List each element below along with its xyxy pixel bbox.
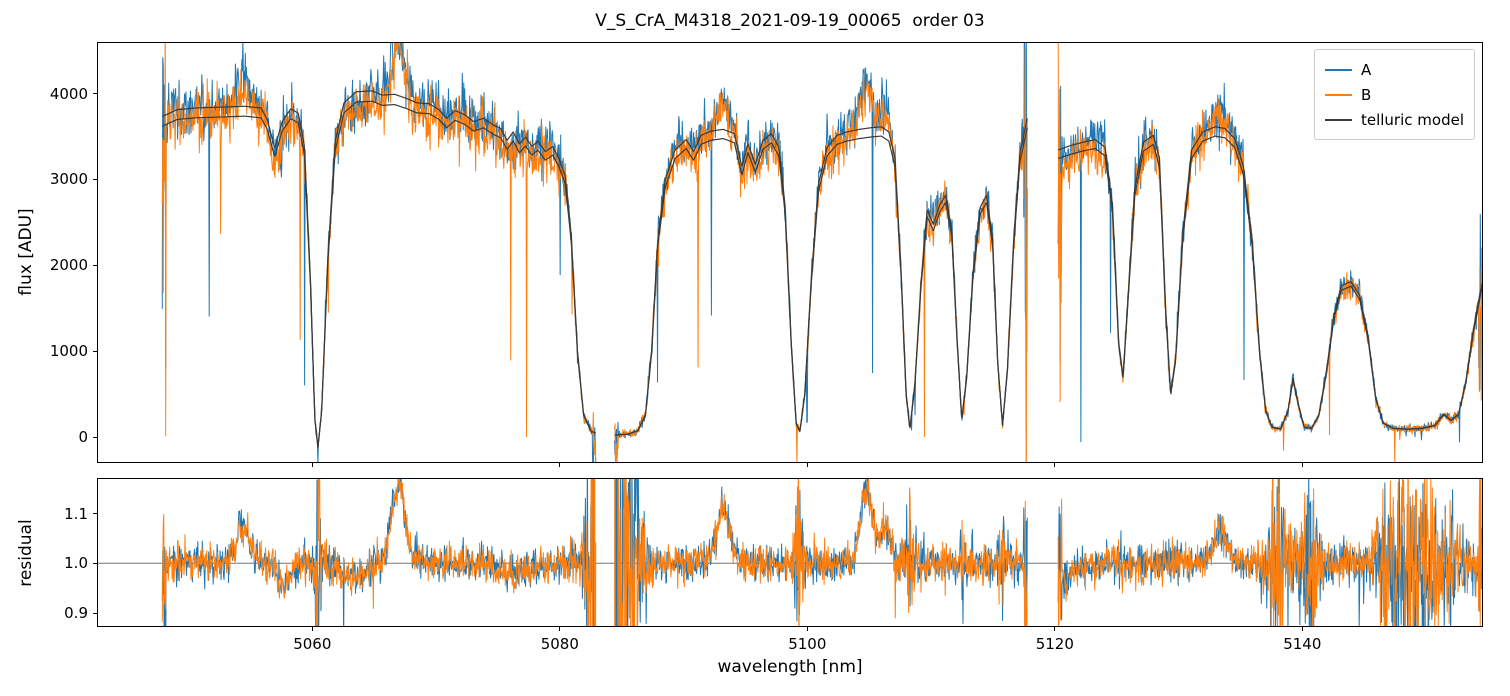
legend-item-label: A xyxy=(1360,60,1372,79)
y-tick-mark xyxy=(93,562,97,564)
residual-plot-canvas xyxy=(98,479,1482,626)
x-tick-label: 5140 xyxy=(1283,635,1322,653)
y-tick-label: 0 xyxy=(78,428,88,447)
y-tick-label: 1.0 xyxy=(64,554,88,573)
y-tick-mark xyxy=(93,178,97,180)
y-tick-mark xyxy=(93,350,97,352)
y-tick-mark xyxy=(93,264,97,266)
legend-line-swatch xyxy=(1324,118,1352,121)
x-tick-mark xyxy=(559,463,561,467)
y-tick-label: 0.9 xyxy=(64,604,88,623)
y-tick-mark xyxy=(93,436,97,438)
x-tick-mark xyxy=(311,463,313,467)
y-tick-label: 1.1 xyxy=(64,504,88,523)
x-tick-label: 5080 xyxy=(540,635,579,653)
y-tick-label: 4000 xyxy=(49,84,88,103)
legend-line-swatch xyxy=(1324,68,1352,71)
legend-item-label: telluric model xyxy=(1360,110,1464,129)
residual-axes xyxy=(97,478,1483,627)
residual-axis-label: residual xyxy=(16,519,36,587)
y-tick-label: 2000 xyxy=(49,256,88,275)
x-tick-mark xyxy=(806,627,808,631)
y-tick-mark xyxy=(93,93,97,95)
chart-title: V_S_CrA_M4318_2021-09-19_00065 order 03 xyxy=(595,11,985,31)
y-tick-label: 1000 xyxy=(49,342,88,361)
x-axis-label: wavelength [nm] xyxy=(717,657,863,677)
y-tick-label: 3000 xyxy=(49,170,88,189)
x-tick-mark xyxy=(806,463,808,467)
legend-item: telluric model xyxy=(1324,107,1464,132)
flux-plot-canvas xyxy=(98,43,1482,462)
x-tick-label: 5100 xyxy=(788,635,827,653)
x-tick-label: 5060 xyxy=(293,635,332,653)
y-tick-mark xyxy=(93,513,97,515)
legend-item: B xyxy=(1324,82,1464,107)
flux-axis-label: flux [ADU] xyxy=(16,208,36,296)
x-tick-mark xyxy=(1054,463,1056,467)
x-tick-mark xyxy=(1301,627,1303,631)
x-tick-mark xyxy=(559,627,561,631)
legend-item-label: B xyxy=(1360,85,1372,104)
x-tick-mark xyxy=(1054,627,1056,631)
legend-item: A xyxy=(1324,57,1464,82)
x-tick-label: 5120 xyxy=(1035,635,1074,653)
legend-line-swatch xyxy=(1324,93,1352,96)
x-tick-mark xyxy=(311,627,313,631)
y-tick-mark xyxy=(93,612,97,614)
x-tick-mark xyxy=(1301,463,1303,467)
